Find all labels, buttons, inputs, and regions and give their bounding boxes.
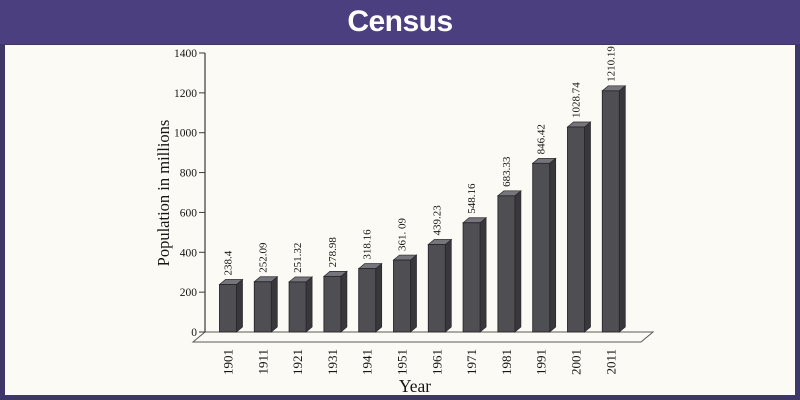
x-tick-label: 1951 <box>395 349 410 375</box>
chart-container: 0 200 400 600 800 1000 1200 1400 Population in m… <box>0 45 800 400</box>
y-tick-label: 1000 <box>174 128 197 140</box>
bar-2011: 1210.19 2011 <box>601 46 627 375</box>
y-axis: 0 200 400 600 800 1000 1200 1400 <box>174 48 206 339</box>
bar-value-label: 1028.74 <box>571 82 583 118</box>
y-tick-label: 0 <box>191 327 197 339</box>
bar-1941: 318.16 1941 <box>357 229 383 375</box>
header: Census <box>0 0 800 45</box>
bar-2001: 1028.74 2001 <box>566 82 592 375</box>
bar-value-label: 278.98 <box>327 237 339 268</box>
y-tick-label: 400 <box>180 247 198 259</box>
x-tick-label: 1941 <box>360 349 375 375</box>
bar-value-label: 1210.19 <box>605 46 617 82</box>
bar-value-label: 251.32 <box>292 243 304 273</box>
x-tick-label: 2001 <box>569 349 584 375</box>
y-tick-label: 1400 <box>174 48 197 60</box>
x-tick-label: 1971 <box>464 349 479 375</box>
census-bar-chart: 0 200 400 600 800 1000 1200 1400 Population in m… <box>154 46 655 395</box>
bar-value-label: 252.09 <box>257 242 269 273</box>
bar-1911: 252.09 1911 <box>253 242 279 375</box>
y-tick-label: 600 <box>180 207 198 219</box>
x-tick-label: 1981 <box>499 349 514 375</box>
y-tick-label: 200 <box>180 287 198 299</box>
bar-value-label: 439.23 <box>431 205 443 236</box>
bar-1951: 361. 09 1951 <box>392 218 418 375</box>
x-tick-label: 1911 <box>255 349 270 375</box>
bar-1931: 278.98 1931 <box>322 237 348 375</box>
x-axis-title: Year <box>399 376 431 395</box>
bar-value-label: 238.4 <box>223 250 235 275</box>
bar-1981: 683.33 1981 <box>496 156 522 375</box>
x-tick-label: 1901 <box>221 349 236 375</box>
bar-value-label: 361. 09 <box>397 218 409 252</box>
bar-1901: 238.4 1901 <box>218 250 244 375</box>
bar-1971: 548.16 1971 <box>462 183 488 375</box>
x-tick-label: 1921 <box>290 349 305 375</box>
x-tick-label: 1931 <box>325 349 340 375</box>
bar-1921: 251.32 1921 <box>288 243 314 375</box>
bar-value-label: 846.42 <box>536 124 548 154</box>
x-tick-label: 1961 <box>429 349 444 375</box>
y-tick-label: 1200 <box>174 88 197 100</box>
y-tick-label: 800 <box>180 168 198 180</box>
x-tick-label: 1991 <box>534 349 549 375</box>
page-title: Census <box>347 5 453 38</box>
bar-1961: 439.23 1961 <box>427 205 453 375</box>
bars: 238.4 1901 252.09 1911 251.32 1921 278.98 1931 3… <box>218 46 627 375</box>
x-tick-label: 2011 <box>603 349 618 375</box>
bar-1991: 846.42 1991 <box>531 124 557 375</box>
bar-value-label: 548.16 <box>466 183 478 214</box>
y-axis-title: Population in millions <box>154 120 173 267</box>
bar-value-label: 318.16 <box>362 229 374 260</box>
chart-floor <box>191 331 655 343</box>
bar-value-label: 683.33 <box>501 156 513 187</box>
